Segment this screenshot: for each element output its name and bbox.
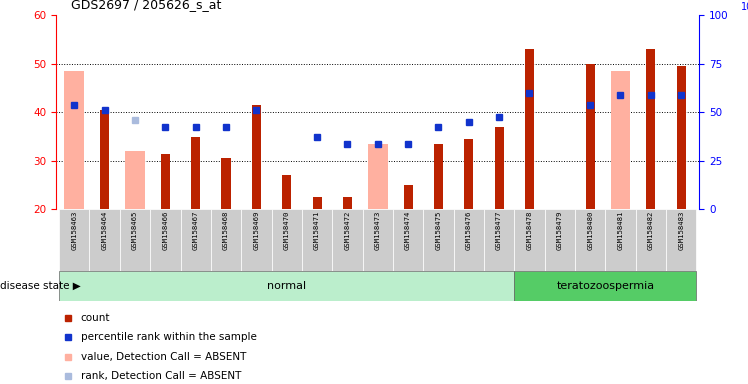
Bar <box>180 209 211 271</box>
Bar <box>610 71 631 209</box>
Bar <box>677 66 686 209</box>
Bar <box>64 71 85 209</box>
Bar <box>120 209 150 271</box>
Bar <box>545 209 575 271</box>
Text: disease state ▶: disease state ▶ <box>0 281 81 291</box>
Bar <box>332 209 363 271</box>
Text: GSM158463: GSM158463 <box>71 211 77 250</box>
Bar <box>59 209 90 271</box>
Bar <box>59 271 515 301</box>
Bar <box>646 49 655 209</box>
Bar <box>90 209 120 271</box>
Text: GDS2697 / 205626_s_at: GDS2697 / 205626_s_at <box>71 0 221 12</box>
Bar <box>605 209 636 271</box>
Bar <box>368 144 387 209</box>
Text: GSM158474: GSM158474 <box>405 211 411 250</box>
Text: GSM158477: GSM158477 <box>496 211 502 250</box>
Bar <box>191 137 200 209</box>
Text: GSM158467: GSM158467 <box>193 211 199 250</box>
Text: value, Detection Call = ABSENT: value, Detection Call = ABSENT <box>81 352 246 362</box>
Bar <box>252 105 261 209</box>
Bar <box>363 209 393 271</box>
Bar <box>586 64 595 209</box>
Bar <box>313 197 322 209</box>
Text: GSM158464: GSM158464 <box>102 211 108 250</box>
Bar <box>221 158 230 209</box>
Bar <box>150 209 180 271</box>
Text: GSM158465: GSM158465 <box>132 211 138 250</box>
Bar <box>211 209 241 271</box>
Text: GSM158483: GSM158483 <box>678 211 684 250</box>
Text: GSM158472: GSM158472 <box>344 211 350 250</box>
Bar <box>302 209 332 271</box>
Text: GSM158470: GSM158470 <box>283 211 289 250</box>
Bar <box>403 185 413 209</box>
Bar <box>423 209 453 271</box>
Text: GSM158468: GSM158468 <box>223 211 229 250</box>
Text: normal: normal <box>267 281 306 291</box>
Bar <box>434 144 443 209</box>
Text: GSM158479: GSM158479 <box>557 211 562 250</box>
Bar <box>393 209 423 271</box>
Bar <box>465 139 473 209</box>
Text: GSM158475: GSM158475 <box>435 211 441 250</box>
Bar <box>453 209 484 271</box>
Bar <box>125 151 145 209</box>
Text: GSM158482: GSM158482 <box>648 211 654 250</box>
Text: GSM158478: GSM158478 <box>527 211 533 250</box>
Bar <box>575 209 605 271</box>
Text: percentile rank within the sample: percentile rank within the sample <box>81 332 257 342</box>
Text: GSM158466: GSM158466 <box>162 211 168 250</box>
Bar <box>241 209 272 271</box>
Text: count: count <box>81 313 110 323</box>
Bar <box>100 110 109 209</box>
Bar <box>161 154 170 209</box>
Text: GSM158481: GSM158481 <box>618 211 624 250</box>
Bar <box>525 49 534 209</box>
Bar <box>515 271 696 301</box>
Bar <box>494 127 503 209</box>
Text: GSM158480: GSM158480 <box>587 211 593 250</box>
Bar <box>666 209 696 271</box>
Bar <box>272 209 302 271</box>
Text: teratozoospermia: teratozoospermia <box>557 281 654 291</box>
Bar <box>636 209 666 271</box>
Text: rank, Detection Call = ABSENT: rank, Detection Call = ABSENT <box>81 371 241 381</box>
Text: 100%: 100% <box>741 2 748 12</box>
Text: GSM158469: GSM158469 <box>254 211 260 250</box>
Text: GSM158471: GSM158471 <box>314 211 320 250</box>
Bar <box>484 209 515 271</box>
Text: GSM158473: GSM158473 <box>375 211 381 250</box>
Bar <box>515 209 545 271</box>
Bar <box>343 197 352 209</box>
Text: GSM158476: GSM158476 <box>466 211 472 250</box>
Bar <box>282 175 291 209</box>
